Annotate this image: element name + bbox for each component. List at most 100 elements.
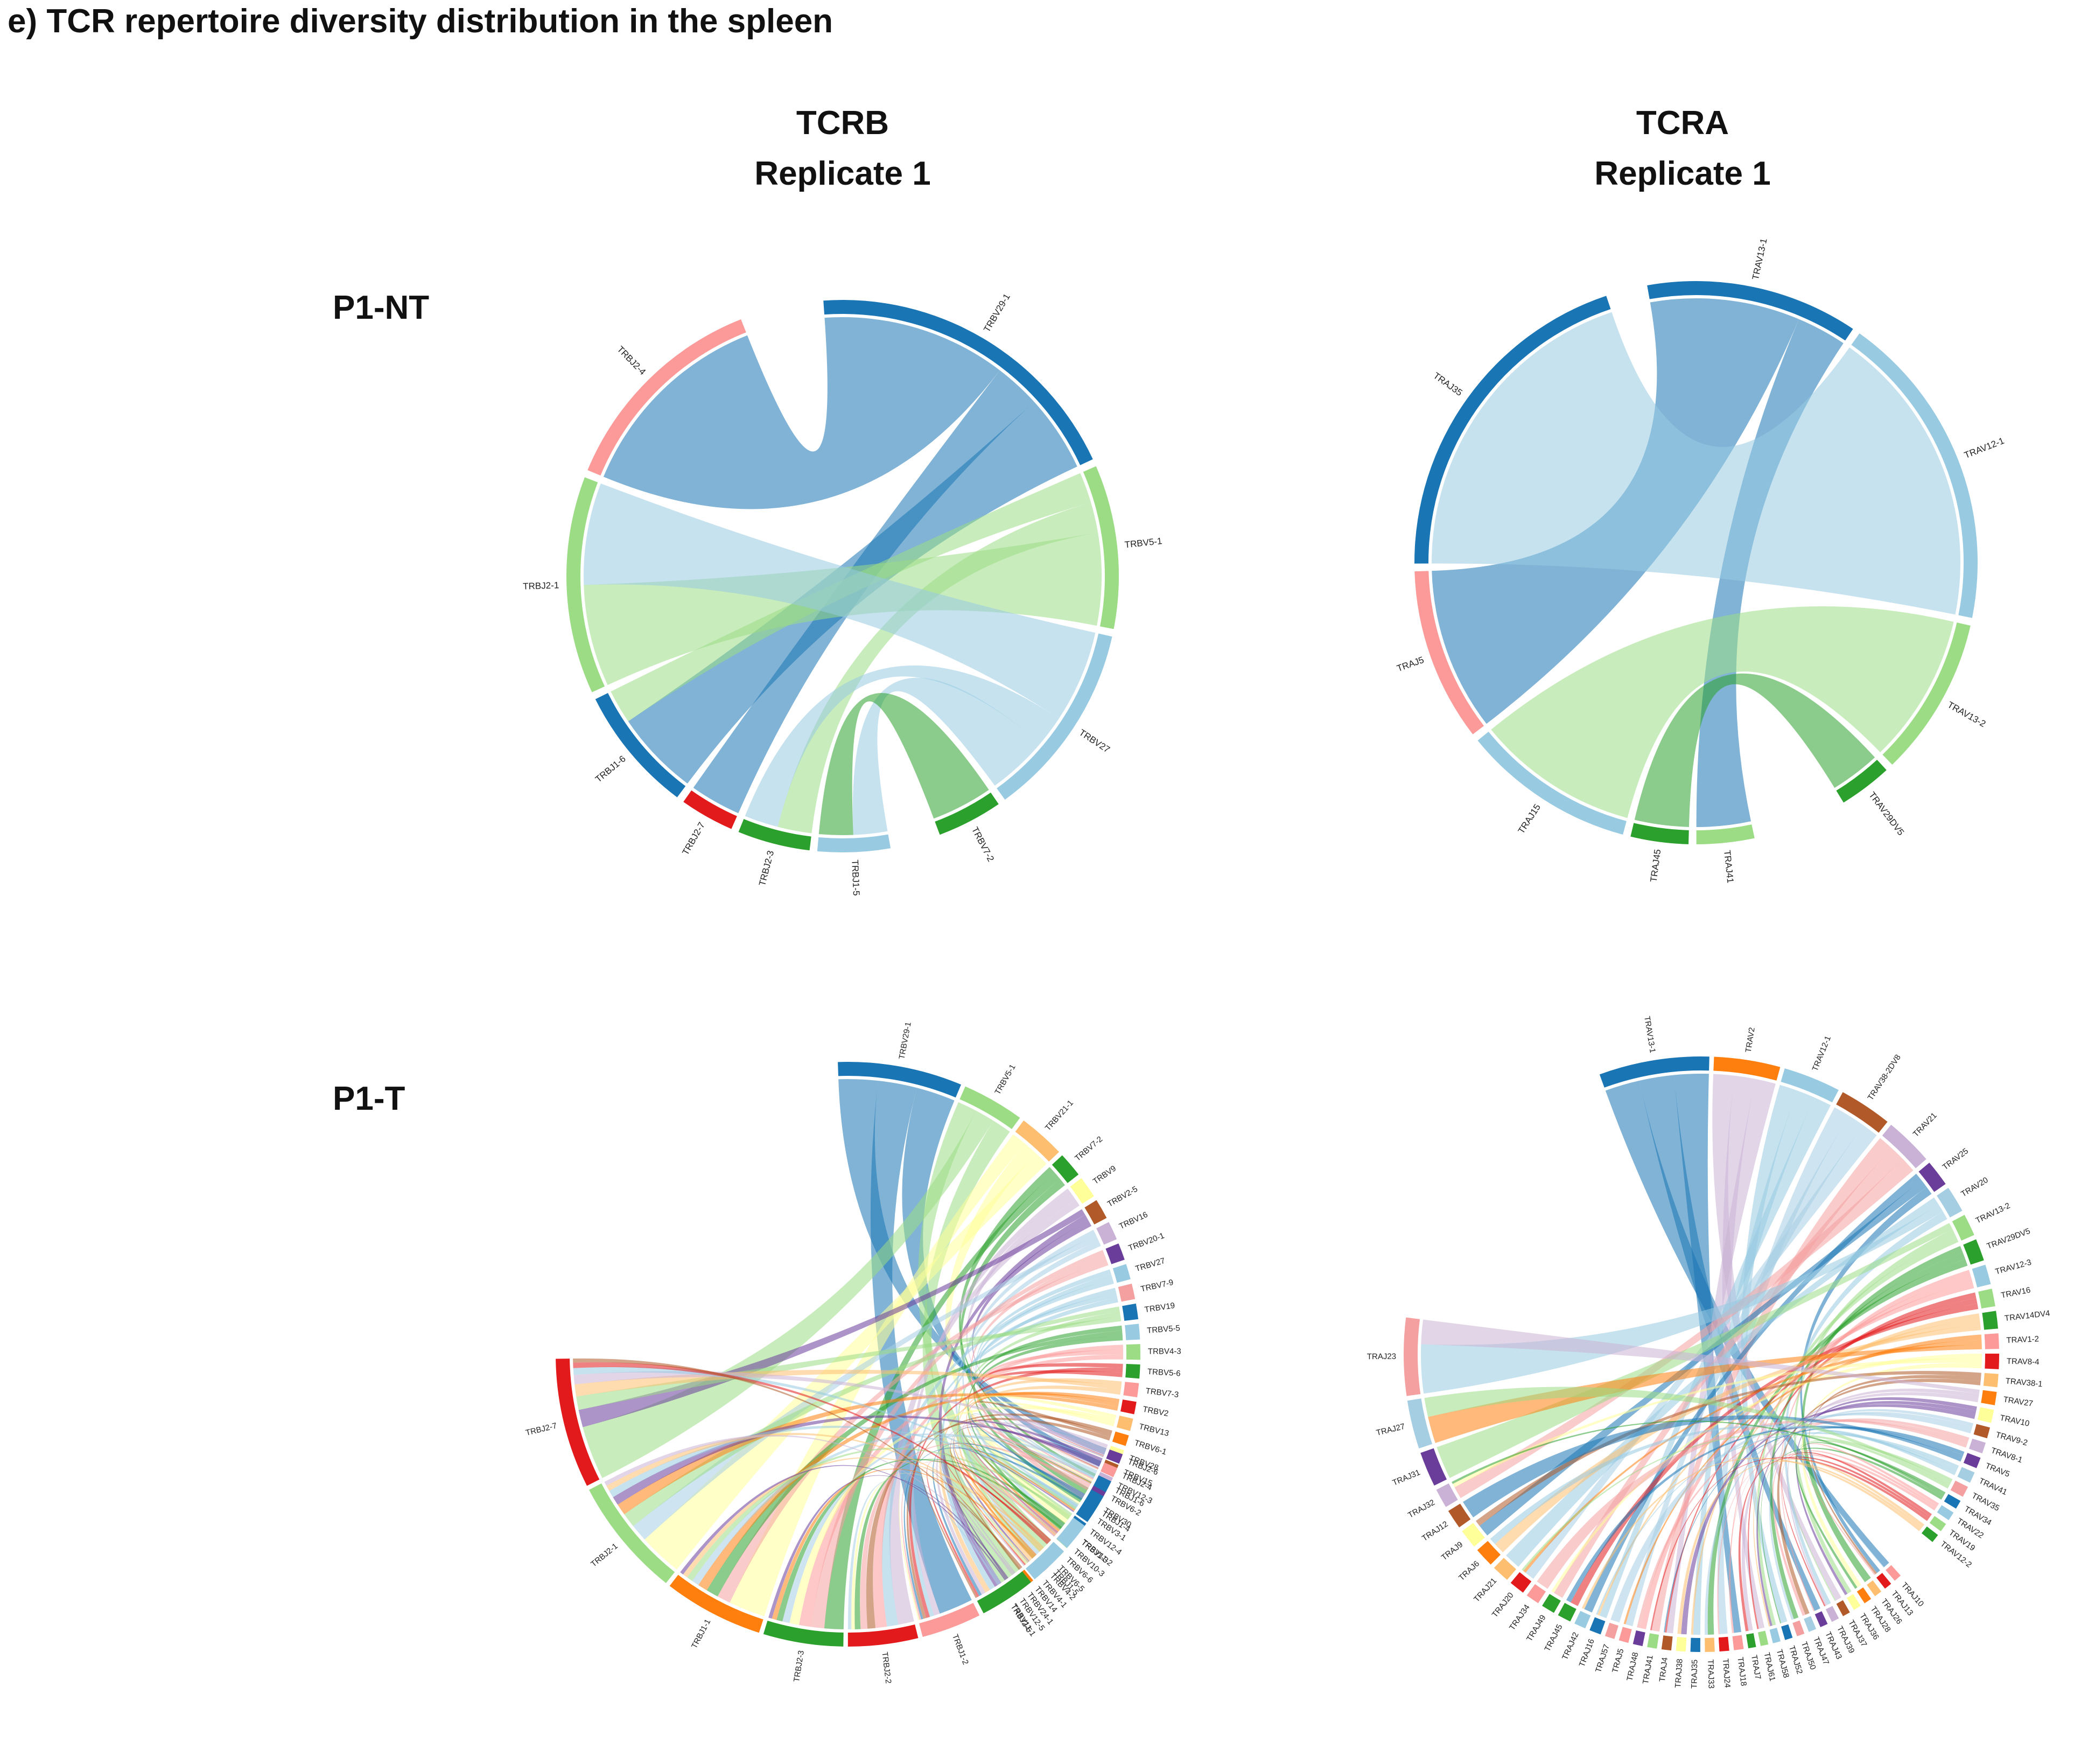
ribbons xyxy=(584,317,1102,835)
arc-trav5 xyxy=(1963,1453,1981,1468)
arc-trav38-2dv8 xyxy=(1836,1092,1888,1133)
arc-trbj2-7 xyxy=(556,1359,600,1486)
gene-label-trbj2-1: TRBJ2-1 xyxy=(523,580,559,591)
arc-traj39 xyxy=(1825,1606,1839,1622)
gene-label-trbv21-1: TRBV21-1 xyxy=(1043,1098,1075,1133)
ribbon-trbv5-1-to-trbj2-7 xyxy=(583,1110,994,1478)
ribbon-trbv6-5-to-trbj1-1 xyxy=(683,1457,1044,1578)
arc-trav20 xyxy=(1937,1187,1963,1218)
ribbon-trav13-1-to-traj41 xyxy=(1696,319,1844,827)
ribbon-trav38-1-to-traj47 xyxy=(1777,1378,1981,1615)
arc-traj26 xyxy=(1867,1580,1882,1597)
arc-trbj2-4 xyxy=(1101,1462,1118,1478)
gene-label-traj38: TRAJ38 xyxy=(1673,1658,1685,1688)
gene-label-traj34: TRAJ34 xyxy=(1508,1603,1532,1632)
gene-label-trav8-1: TRAV8-1 xyxy=(1990,1446,2024,1465)
chord-panel-4: TRAV13-1 TRAV2 TRAV12-1 TRAV38-2DV8TRAV21TR… xyxy=(1367,1016,2051,1689)
arc-trbv7-9 xyxy=(1118,1283,1136,1302)
arc-trbv29-1 xyxy=(838,1062,962,1098)
arc-trbj2-1 xyxy=(588,1483,675,1583)
arc-traj61 xyxy=(1757,1630,1769,1646)
arc-traj50 xyxy=(1792,1620,1805,1636)
gene-label-trbv5-5: TRBV5-5 xyxy=(1147,1324,1181,1335)
gene-label-traj9: TRAJ9 xyxy=(1440,1540,1465,1563)
arc-trav29dv5 xyxy=(1836,760,1887,803)
arc-trbj2-3 xyxy=(763,1620,844,1647)
arc-trbv29-1 xyxy=(823,300,1093,465)
gene-label-trbj1-1: TRBJ1-1 xyxy=(690,1618,713,1650)
arc-trbj2-6 xyxy=(1106,1449,1123,1464)
ribbon-trav34-to-traj28 xyxy=(1795,1442,1944,1589)
gene-label-trav13-2: TRAV13-2 xyxy=(1974,1201,2012,1226)
ribbon-trbv2-to-trbj1-1 xyxy=(698,1391,1120,1591)
ribbon-trbv2-5-to-trbj2-7 xyxy=(578,1209,1085,1427)
gene-label-traj21: TRAJ21 xyxy=(1472,1576,1498,1604)
ribbon-trbv28-to-trbj2-7 xyxy=(573,1371,1108,1448)
arc-trbv5-6 xyxy=(1125,1364,1140,1379)
gene-label-traj48: TRAJ48 xyxy=(1625,1651,1640,1682)
arc-trbj1-5 xyxy=(817,834,891,852)
gene-label-trav25: TRAV25 xyxy=(1941,1146,1970,1172)
ribbon-trav12-1-to-traj16 xyxy=(1599,1097,1831,1619)
row-label-p1-nt: P1-NT xyxy=(333,289,430,326)
ribbon-trbv6-6-to-trbj2-7 xyxy=(573,1362,1050,1543)
arc-traj7 xyxy=(1746,1633,1756,1649)
arc-traj36 xyxy=(1846,1594,1861,1610)
gene-label-trav10: TRAV10 xyxy=(1999,1413,2030,1429)
gene-label-traj61: TRAJ61 xyxy=(1762,1651,1777,1682)
arc-traj34 xyxy=(1526,1584,1546,1604)
column-header-tcrb: TCRB Replicate 1 xyxy=(627,98,1058,199)
gene-label-trbv4-3: TRBV4-3 xyxy=(1148,1347,1181,1356)
ribbon-trbv28-to-trbj2-6 xyxy=(976,1404,1106,1457)
arc-trav8-4 xyxy=(1985,1353,1999,1369)
gene-label-traj18: TRAJ18 xyxy=(1735,1656,1748,1686)
arc-trbj2-7 xyxy=(683,790,737,829)
arc-traj41 xyxy=(1696,824,1755,844)
gene-label-trbv7-3: TRBV7-3 xyxy=(1145,1387,1179,1399)
arc-trav13-1 xyxy=(1599,1056,1709,1088)
arc-trbv5-1 xyxy=(1083,466,1119,629)
arc-traj28 xyxy=(1856,1587,1872,1604)
gene-label-trav38-2dv8: TRAV38-2DV8 xyxy=(1866,1053,1903,1102)
arc-trav34 xyxy=(1944,1494,1961,1509)
arc-trbv2-5 xyxy=(1084,1200,1107,1224)
chord-panel-3: TRBV29-1TRBV5-1TRBV21-1TRBV7-2TRBV9TRBV2… xyxy=(524,1021,1181,1684)
gene-label-trav13-1: TRAV13-1 xyxy=(1750,237,1769,281)
arc-trbj2-3 xyxy=(738,819,811,851)
ribbon-trbv19-to-trbj2-7 xyxy=(576,1316,1122,1410)
arc-trav13-1 xyxy=(1647,281,1853,341)
gene-label-traj31: TRAJ31 xyxy=(1391,1468,1422,1488)
gene-label-trav13-2: TRAV13-2 xyxy=(1946,699,1987,729)
arc-trbv14 xyxy=(1021,1570,1034,1584)
arc-traj35 xyxy=(1690,1637,1700,1652)
gene-label-trbj1-5: TRBJ1-5 xyxy=(850,859,861,896)
gene-label-traj33: TRAJ33 xyxy=(1706,1660,1716,1689)
arc-traj21 xyxy=(1494,1558,1517,1580)
arc-traj45 xyxy=(1630,823,1689,844)
arc-traj32 xyxy=(1436,1483,1458,1507)
arc-trav12-1 xyxy=(1781,1068,1839,1103)
arc-traj5 xyxy=(1618,1627,1632,1643)
arc-traj9 xyxy=(1462,1523,1485,1547)
gene-label-trbv19: TRBV19 xyxy=(1144,1301,1176,1314)
gene-label-trbj2-7: TRBJ2-7 xyxy=(680,821,707,857)
gene-label-traj35: TRAJ35 xyxy=(1432,370,1465,398)
gene-label-trav1-2: TRAV1-2 xyxy=(2006,1334,2039,1345)
column-header-tcra-line2: Replicate 1 xyxy=(1594,155,1771,192)
gene-label-trbv2-5: TRBV2-5 xyxy=(1106,1185,1139,1209)
arc-traj58 xyxy=(1769,1628,1781,1643)
ribbon-trbv6-2-to-trbj1-6 xyxy=(969,1419,1092,1490)
arc-trbv21-1 xyxy=(1015,1120,1059,1162)
arc-traj41 xyxy=(1647,1633,1659,1649)
arc-traj4 xyxy=(1661,1635,1673,1651)
arc-trbv6-2 xyxy=(1090,1483,1107,1499)
arc-traj37 xyxy=(1836,1600,1850,1616)
gene-label-trbv7-2: TRBV7-2 xyxy=(970,825,996,864)
arc-traj27 xyxy=(1407,1398,1433,1449)
arc-trbj1-6 xyxy=(595,692,686,797)
gene-label-trbv5-1: TRBV5-1 xyxy=(993,1063,1017,1096)
gene-label-trbv9: TRBV9 xyxy=(1091,1164,1118,1186)
arc-trbv5-5 xyxy=(1125,1324,1140,1340)
gene-label-trbj2-2: TRBJ2-2 xyxy=(880,1651,893,1684)
